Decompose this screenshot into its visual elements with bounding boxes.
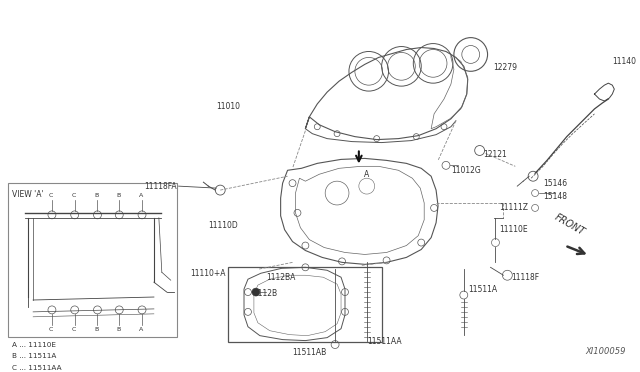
Text: 11118F: 11118F: [511, 273, 540, 282]
Text: FRONT: FRONT: [553, 212, 587, 238]
Text: 1112B: 1112B: [253, 289, 277, 298]
Text: A: A: [139, 193, 143, 198]
Text: 11111Z: 11111Z: [499, 203, 529, 212]
Text: 11140: 11140: [612, 57, 636, 66]
Text: B: B: [116, 327, 120, 332]
Text: 15148: 15148: [543, 192, 567, 201]
Text: 1112BA: 1112BA: [266, 273, 295, 282]
Text: C ... 11511AA: C ... 11511AA: [12, 365, 62, 371]
Text: 11110E: 11110E: [499, 225, 528, 234]
Text: B ... 11511A: B ... 11511A: [12, 353, 57, 359]
Text: 11010: 11010: [216, 102, 240, 112]
Text: 11110+A: 11110+A: [191, 269, 226, 278]
Text: B: B: [95, 327, 99, 332]
Text: 11511A: 11511A: [468, 285, 497, 294]
Text: C: C: [72, 193, 76, 198]
Text: A: A: [364, 170, 369, 179]
Text: 11511AB: 11511AB: [292, 348, 327, 357]
Text: C: C: [49, 193, 53, 198]
Circle shape: [252, 288, 260, 296]
Text: C: C: [49, 327, 53, 332]
Text: 11118FA: 11118FA: [144, 182, 177, 190]
Text: 12121: 12121: [484, 150, 508, 159]
Text: VIEW 'A': VIEW 'A': [12, 190, 44, 199]
Text: A: A: [139, 327, 143, 332]
Text: 11012G: 11012G: [451, 166, 481, 175]
Text: A ... 11110E: A ... 11110E: [12, 341, 56, 347]
Text: 12279: 12279: [493, 63, 518, 72]
Text: 11511AA: 11511AA: [367, 337, 401, 346]
Text: C: C: [72, 327, 76, 332]
Text: B: B: [116, 193, 120, 198]
Text: B: B: [95, 193, 99, 198]
Text: 11110D: 11110D: [208, 221, 238, 230]
Text: XI100059: XI100059: [586, 347, 626, 356]
Text: 15146: 15146: [543, 179, 567, 187]
